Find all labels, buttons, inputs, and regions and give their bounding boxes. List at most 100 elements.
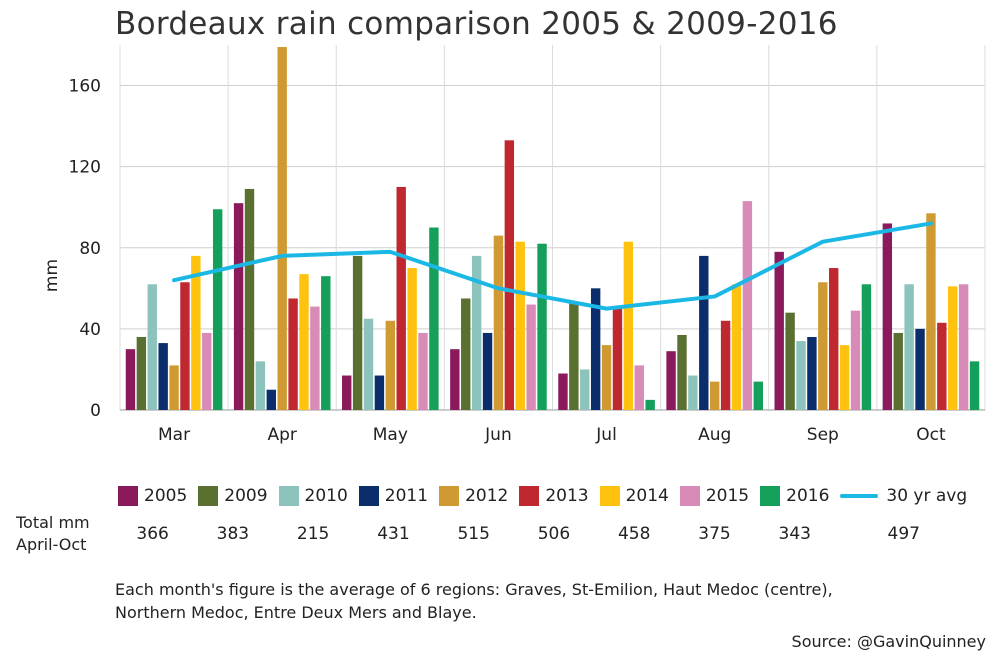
bar-2016 bbox=[212, 209, 223, 410]
bar-2010 bbox=[363, 318, 374, 410]
bar-2013 bbox=[720, 320, 731, 410]
legend-label: 30 yr avg bbox=[886, 486, 968, 506]
total-value: 431 bbox=[377, 524, 410, 544]
bar-2005 bbox=[882, 223, 893, 410]
bar-2009 bbox=[352, 255, 363, 410]
bar-2012 bbox=[926, 213, 936, 410]
grid-lines bbox=[119, 45, 986, 411]
bar-2015 bbox=[418, 332, 428, 410]
bar-2010 bbox=[796, 341, 806, 410]
bar-2016 bbox=[645, 399, 655, 410]
bar-2011 bbox=[807, 337, 817, 410]
bar-2010 bbox=[255, 361, 266, 410]
legend-label: 2012 bbox=[465, 486, 509, 506]
bar-2009 bbox=[569, 302, 579, 410]
bar-2011 bbox=[699, 255, 709, 410]
legend-label: 2010 bbox=[304, 486, 348, 506]
y-axis-label: mm bbox=[42, 259, 62, 292]
bar-2012 bbox=[277, 47, 287, 411]
bar-2005 bbox=[666, 351, 676, 410]
bar-2012 bbox=[385, 320, 396, 410]
bar-2010 bbox=[580, 369, 590, 410]
y-tick-label: 120 bbox=[69, 158, 101, 178]
bar-2014 bbox=[623, 241, 634, 410]
bar-2009 bbox=[677, 334, 687, 410]
totals-caption-line: Total mm bbox=[16, 513, 90, 532]
legend-item: 30 yr avg bbox=[840, 486, 967, 506]
avg-line-layer bbox=[172, 221, 933, 311]
x-tick-label: Apr bbox=[267, 425, 296, 445]
bar-2012 bbox=[709, 381, 720, 410]
y-tick-label: 0 bbox=[90, 401, 101, 421]
legend-swatch bbox=[679, 486, 700, 506]
bar-2016 bbox=[969, 361, 980, 410]
x-tick-label: May bbox=[373, 425, 408, 445]
bar-2013 bbox=[612, 308, 623, 410]
legend-item: 2015 bbox=[679, 486, 749, 506]
y-tick-label: 40 bbox=[79, 320, 101, 340]
bar-2012 bbox=[818, 282, 828, 410]
legend-label: 2009 bbox=[224, 486, 268, 506]
bar-2015 bbox=[202, 332, 212, 410]
legend-label: 2011 bbox=[384, 486, 429, 506]
bar-2009 bbox=[136, 337, 147, 410]
bar-2010 bbox=[147, 284, 157, 410]
legend-swatch bbox=[439, 486, 460, 506]
bar-2015 bbox=[634, 365, 644, 410]
legend-swatch bbox=[278, 486, 299, 506]
bar-2005 bbox=[342, 375, 352, 410]
bar-2013 bbox=[288, 298, 298, 410]
legend-label: 2013 bbox=[545, 486, 589, 506]
legend-item: 2010 bbox=[278, 486, 348, 506]
legend-item: 2011 bbox=[358, 486, 429, 506]
bar-2011 bbox=[482, 332, 493, 410]
legend-label: 2016 bbox=[786, 486, 830, 506]
bar-2014 bbox=[948, 286, 958, 410]
axis-labels: 0 40 80 120 160 Mar Apr May Jun Jul Aug Sep Oct mm bbox=[42, 77, 946, 445]
x-tick-label: Jul bbox=[595, 425, 617, 445]
legend-item: 2014 bbox=[599, 486, 669, 506]
bar-2012 bbox=[493, 235, 504, 410]
bar-2011 bbox=[915, 328, 925, 410]
bar-2005 bbox=[774, 251, 784, 410]
bar-2009 bbox=[244, 188, 255, 410]
bar-2009 bbox=[893, 332, 903, 410]
x-tick-label: Sep bbox=[807, 425, 839, 445]
total-value: 383 bbox=[216, 524, 250, 544]
total-value: 343 bbox=[778, 524, 811, 544]
legend-swatch bbox=[198, 486, 219, 506]
bar-2013 bbox=[180, 282, 190, 410]
total-value: 506 bbox=[537, 524, 571, 544]
bar-2015 bbox=[850, 310, 861, 410]
bar-2005 bbox=[558, 373, 568, 410]
y-tick-label: 80 bbox=[79, 239, 101, 259]
bar-2014 bbox=[299, 274, 309, 410]
bar-2010 bbox=[904, 284, 914, 410]
bars bbox=[125, 47, 980, 411]
legend-item: 2013 bbox=[519, 486, 589, 506]
legend-swatch bbox=[599, 486, 620, 506]
totals-caption-line: April-Oct bbox=[16, 535, 87, 554]
legend-item: 2009 bbox=[198, 486, 268, 506]
avg-line bbox=[172, 221, 933, 311]
legend-swatch bbox=[760, 486, 781, 506]
bar-2016 bbox=[537, 243, 547, 410]
legend-item: 2012 bbox=[439, 486, 508, 506]
legend-label: 2014 bbox=[625, 486, 669, 506]
total-value: 515 bbox=[457, 524, 490, 544]
x-tick-label: Mar bbox=[158, 425, 190, 445]
legend: 2005 2009 2010 2011 2012 2013 2014 2015 2016 30 y… bbox=[118, 484, 978, 508]
bar-2012 bbox=[169, 365, 179, 410]
legend-swatch bbox=[358, 486, 379, 506]
bar-2011 bbox=[266, 389, 276, 410]
legend-item: 2005 bbox=[118, 486, 187, 506]
footnote-line: Each month's figure is the average of 6 … bbox=[115, 580, 833, 599]
total-value: 375 bbox=[698, 524, 731, 544]
bar-2005 bbox=[233, 203, 244, 410]
bar-2016 bbox=[429, 227, 439, 410]
bar-2015 bbox=[310, 306, 320, 410]
bar-2015 bbox=[742, 201, 753, 410]
bar-2014 bbox=[407, 268, 417, 410]
bar-2013 bbox=[829, 268, 839, 410]
bar-2012 bbox=[601, 345, 612, 410]
